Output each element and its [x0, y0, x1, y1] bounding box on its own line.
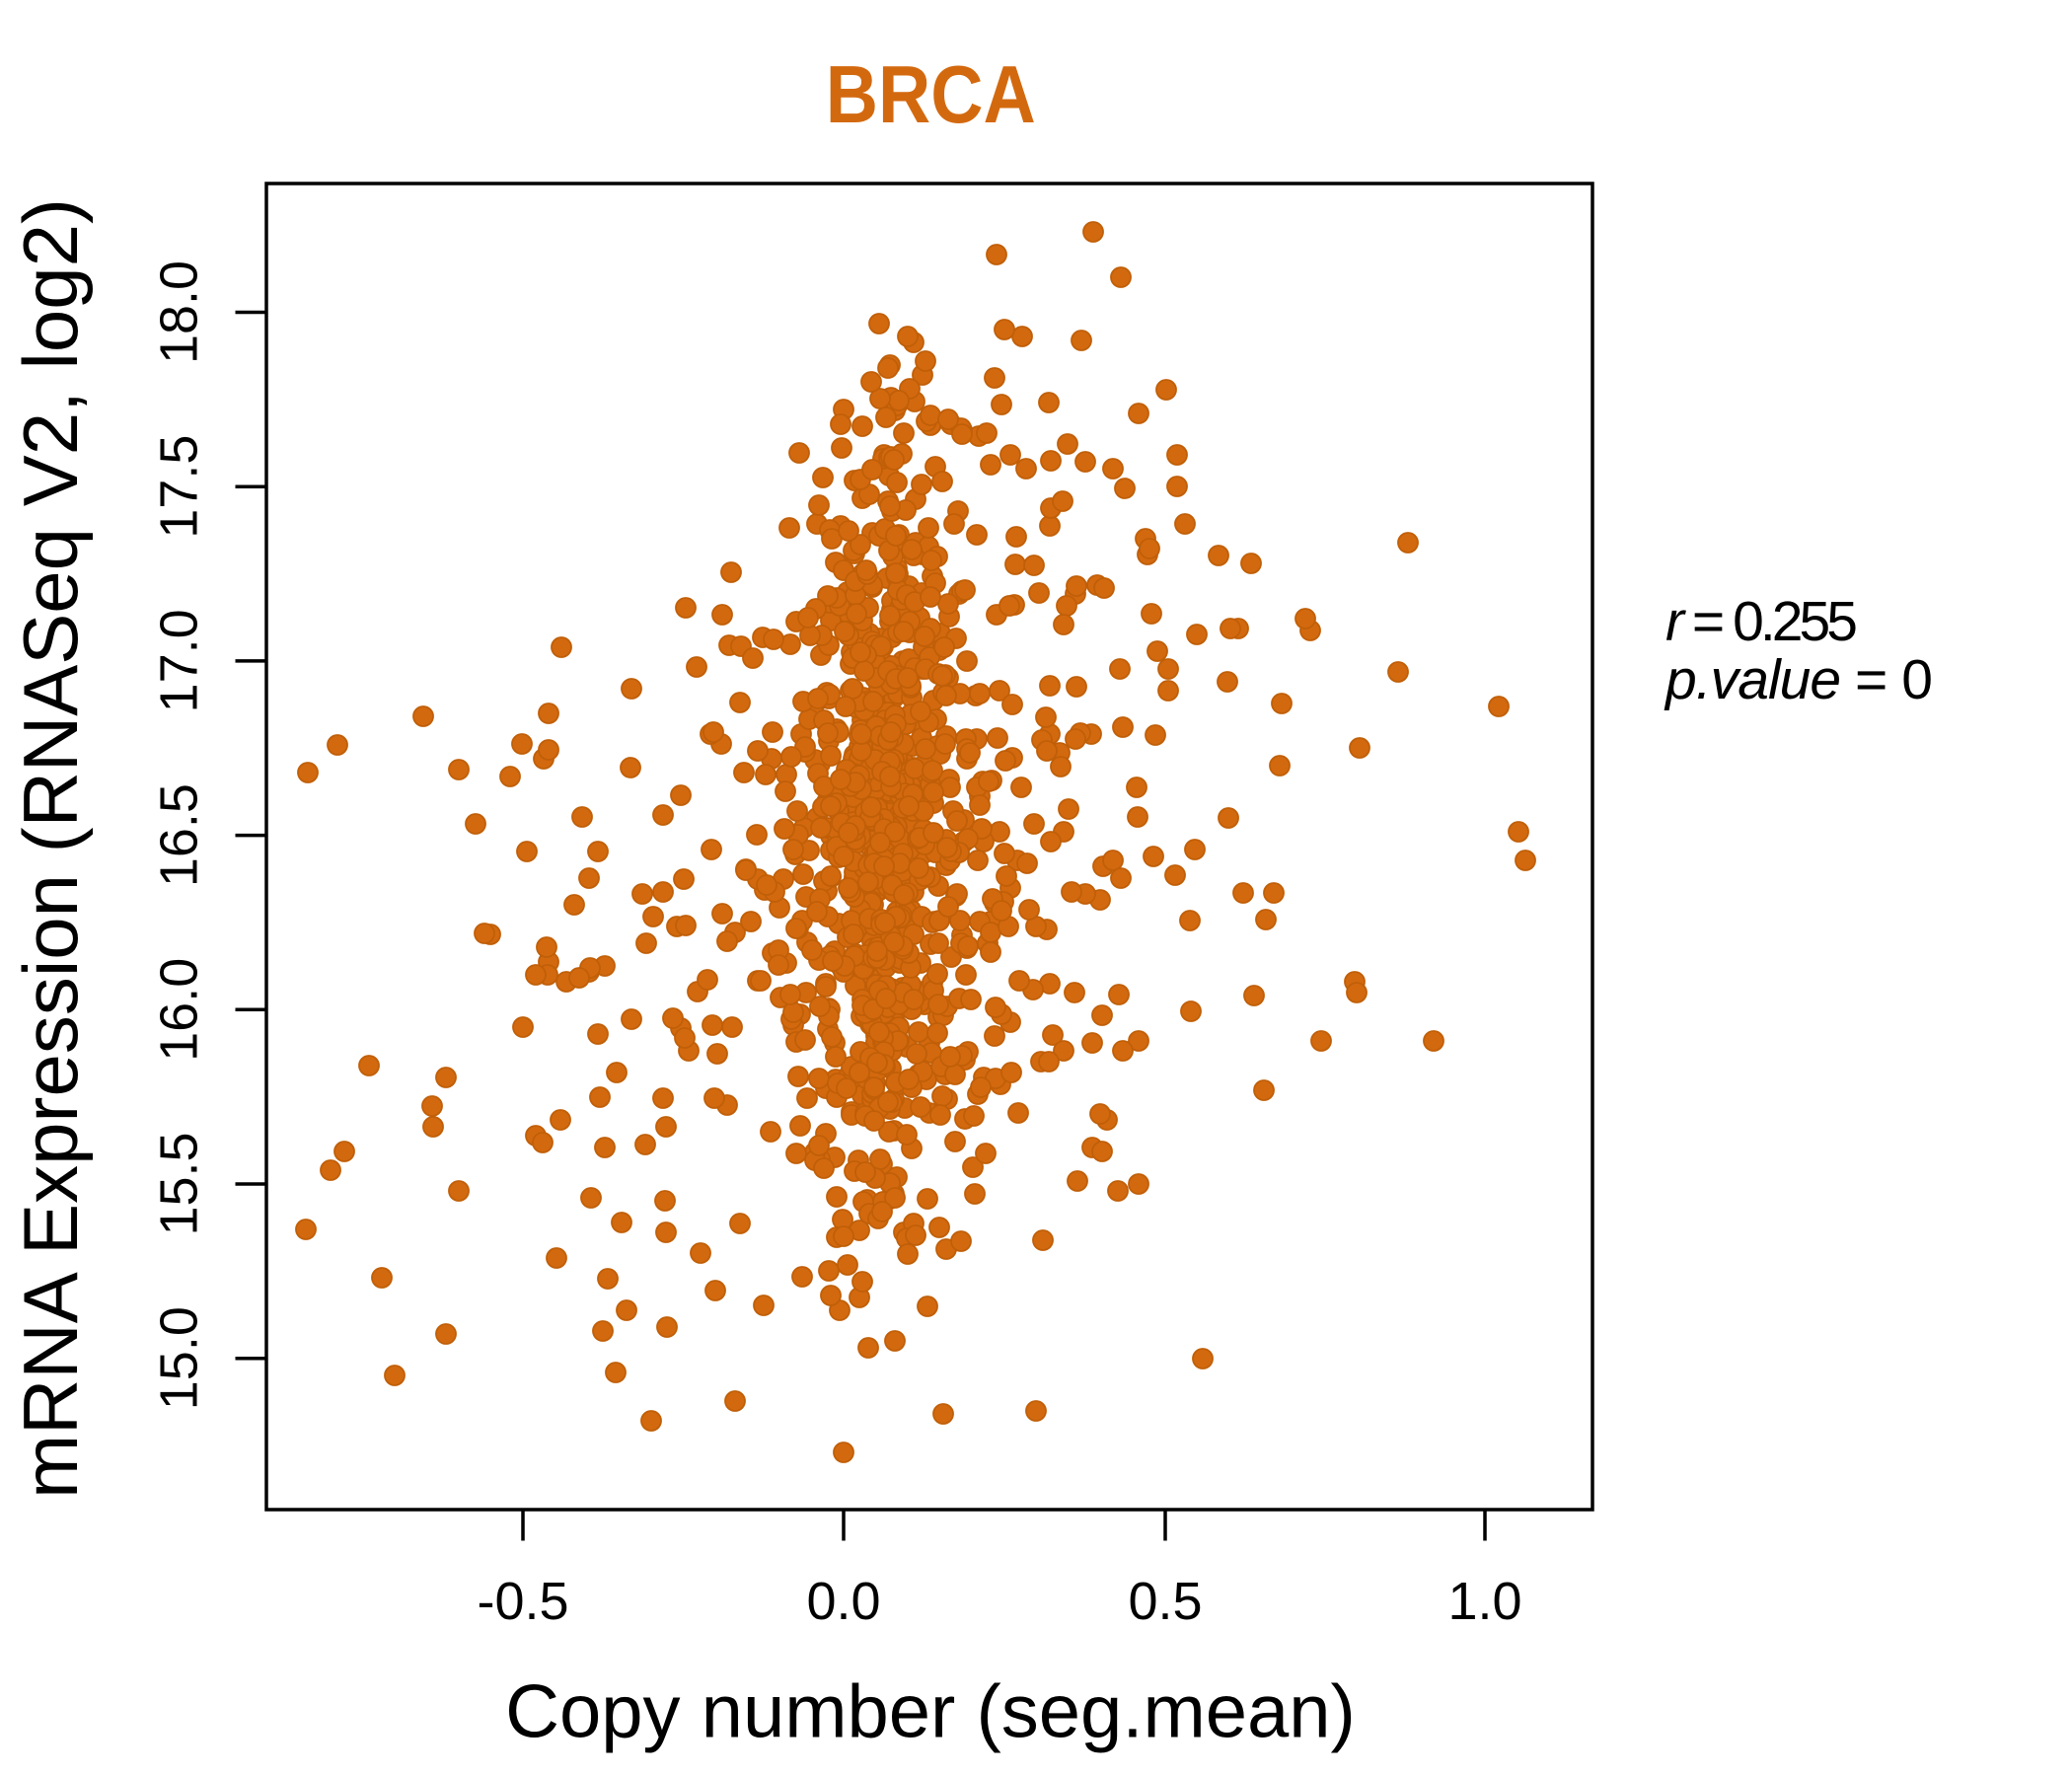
svg-text:16.0: 16.0 [150, 958, 209, 1062]
svg-text:mRNA Expression (RNASeq V2, lo: mRNA Expression (RNASeq V2, log2) [7, 198, 94, 1499]
svg-text:17.0: 17.0 [150, 609, 209, 712]
svg-text:17.5: 17.5 [150, 435, 209, 539]
svg-text:-0.5: -0.5 [477, 1572, 568, 1631]
svg-text:15.0: 15.0 [150, 1306, 209, 1410]
svg-text:p.value = 0: p.value = 0 [1664, 648, 1933, 711]
svg-text:r = 0.255: r = 0.255 [1665, 590, 1858, 653]
svg-text:Copy number (seg.mean): Copy number (seg.mean) [505, 1670, 1356, 1754]
svg-text:16.5: 16.5 [150, 783, 209, 887]
svg-text:0.0: 0.0 [806, 1572, 880, 1631]
svg-text:18.0: 18.0 [150, 260, 209, 364]
svg-text:0.5: 0.5 [1128, 1572, 1202, 1631]
svg-text:15.5: 15.5 [150, 1132, 209, 1235]
svg-text:1.0: 1.0 [1447, 1572, 1521, 1631]
svg-text:BRCA: BRCA [826, 48, 1036, 140]
